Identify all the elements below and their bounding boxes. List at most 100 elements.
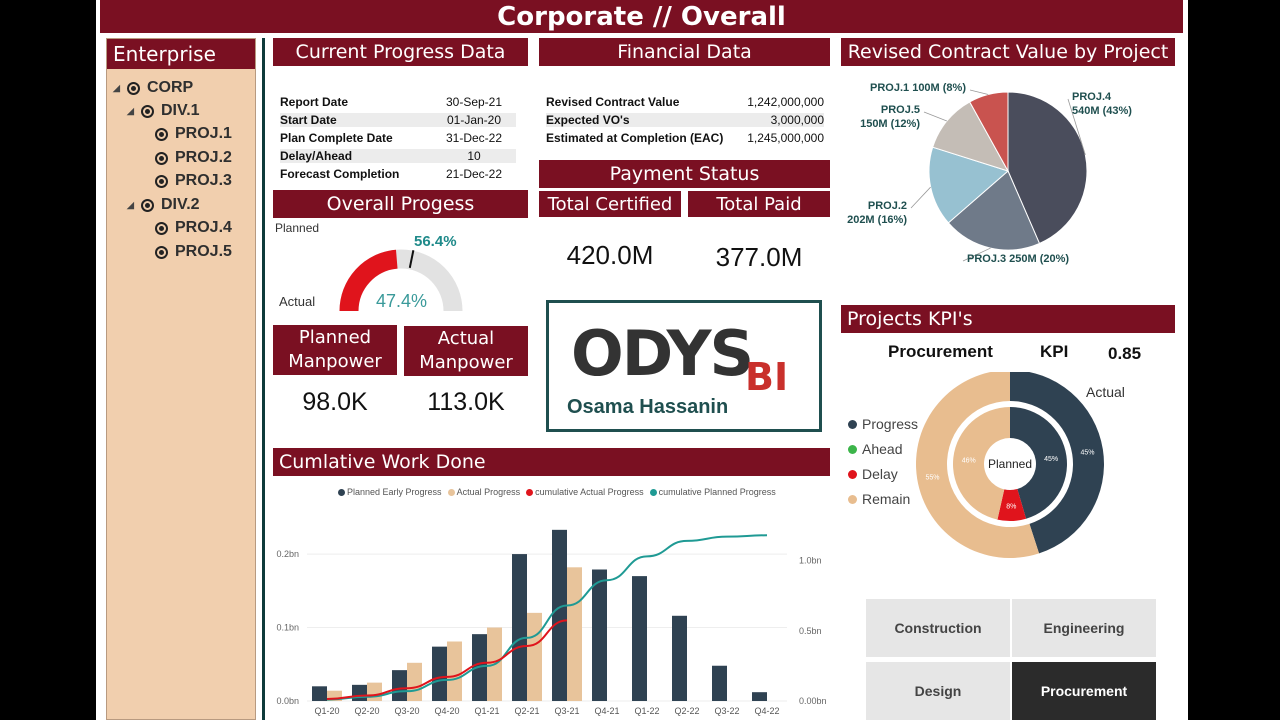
bar-planned-q2-21[interactable] [512,554,527,701]
kpi-label: KPI [1040,342,1069,361]
radio-icon [155,151,168,165]
tree-item-div2[interactable]: ◢ DIV.2 [127,196,200,213]
radio-icon [141,104,154,118]
tree-item-proj2[interactable]: PROJ.2 [155,149,232,167]
pie-slice-proj4[interactable] [1007,91,1088,245]
kpi-legend-ahead: Ahead [848,441,902,457]
legend-item: cumulative Planned Progress [649,487,776,497]
inner-progress-arc-label: 45% [1044,456,1058,463]
tree-header: Enterprise [107,39,255,69]
legend-dot [848,469,857,479]
table-row: Report Date 30-Sep-21 [280,95,503,109]
caret-down-icon[interactable]: ◢ [127,105,134,116]
divider [262,38,265,720]
tree-item-proj5[interactable]: PROJ.5 [155,243,232,261]
tree-item-proj4[interactable]: PROJ.4 [155,219,232,237]
pie-slice-proj1[interactable] [969,91,1009,173]
legend-dot [848,419,857,429]
contract-value-pie: PROJ.4 540M (43%) PROJ.3 250M (20%) PROJ.2 2… [847,82,1132,265]
payment-header: Payment Status [539,160,830,188]
page-title: Corporate // Overall [100,0,1183,33]
legend-item: Planned Early Progress [338,487,442,497]
radio-icon [155,174,168,188]
caret-down-icon[interactable]: ◢ [127,199,134,210]
pie-leader-line [923,111,947,122]
overall-progress-header: Overall Progess [273,190,528,218]
radio-icon [155,127,168,141]
kpi-donut: 45% 55% 45% 8% 46% Planned [916,372,1104,558]
x-tick-label: Q1-20 [314,706,339,716]
bar-planned-q3-21[interactable] [552,529,567,701]
financial-header: Financial Data [539,38,830,66]
pie-header: Revised Contract Value by Project [841,38,1175,66]
radio-icon [127,81,140,95]
financial-table: Revised Contract Value 1,242,000,000 Expe… [546,93,824,147]
line-cumulative-actual [326,619,568,701]
progress-data-header: Current Progress Data [273,38,528,66]
x-tick-label: Q4-22 [754,706,779,716]
x-tick-label: Q3-21 [554,706,579,716]
legend-item: cumulative Actual Progress [526,487,644,497]
bar-planned-q4-20[interactable] [432,646,447,701]
actual-manpower-value: 113.0K [427,388,505,416]
chart-legend: Planned Early Progress Actual Progress c… [338,487,776,497]
slicer-procurement[interactable]: Procurement [1012,662,1156,720]
bar-actual-q1-20[interactable] [327,690,342,701]
table-row: Expected VO's 3,000,000 [546,113,824,127]
left-tick-label: 0.0bn [276,696,299,706]
bar-planned-q3-20[interactable] [392,670,407,701]
inner-remain-arc-label: 46% [962,457,976,464]
bar-planned-q4-21[interactable] [592,569,607,701]
donut-center [985,439,1035,489]
bar-planned-q1-20[interactable] [312,686,327,701]
slicer-construction[interactable]: Construction [866,599,1010,657]
pie-label: PROJ.2 [868,200,907,212]
table-row: Forecast Completion 21-Dec-22 [280,167,503,181]
bar-actual-q4-20[interactable] [447,641,462,701]
bar-planned-q3-22[interactable] [712,665,727,701]
dashboard: Corporate // Overall Enterprise ◢ CORP ◢ D… [96,0,1188,720]
actual-value: 47.4% [376,291,428,311]
tree-item-div1[interactable]: ◢ DIV.1 [127,102,200,119]
radio-icon [155,221,168,235]
slicer-design[interactable]: Design [866,662,1010,720]
tree-item-corp[interactable]: ◢ CORP [113,79,194,96]
pie-label: PROJ.3 250M (20%) [967,253,1069,265]
radio-icon [155,245,168,259]
inner-delay-arc [997,488,1027,521]
right-tick-label: 0.5bn [799,626,822,636]
table-row: Start Date 01-Jan-20 [280,111,516,129]
caret-down-icon[interactable]: ◢ [113,82,120,93]
pie-label-detail: 540M (43%) [1072,105,1132,117]
left-tick-label: 0.2bn [276,549,299,559]
pie-label: PROJ.5 [881,104,920,116]
logo-suffix: BI [745,355,789,399]
bar-actual-q2-20[interactable] [367,682,382,701]
pie-label-detail: 150M (12%) [860,118,920,130]
bar-planned-q2-22[interactable] [672,615,687,701]
bar-actual-q2-21[interactable] [527,612,542,701]
chart-header: Cumlative Work Done [273,448,830,476]
planned-manpower-value: 98.0K [302,388,368,416]
bar-actual-q3-21[interactable] [567,567,582,701]
tree-item-proj1[interactable]: PROJ.1 [155,125,232,143]
pie-slice-proj2[interactable] [928,146,1010,224]
tree-item-proj3[interactable]: PROJ.3 [155,172,232,190]
slicer-engineering[interactable]: Engineering [1012,599,1156,657]
bar-planned-q2-20[interactable] [352,684,367,701]
bar-planned-q1-22[interactable] [632,576,647,701]
x-tick-label: Q3-20 [394,706,419,716]
gauge-planned-marker [408,250,415,269]
planned-manpower-header: Planned Manpower [273,325,397,375]
pie-leader-line [962,247,991,262]
x-tick-label: Q2-22 [674,706,699,716]
kpi-legend-remain: Remain [848,491,910,507]
bar-actual-q3-20[interactable] [407,662,422,701]
legend-dot [848,494,857,504]
bar-planned-q4-22[interactable] [752,692,767,701]
inner-progress-arc [1010,407,1067,519]
x-tick-label: Q1-22 [634,706,659,716]
outer-remain-arc [916,372,1040,558]
pie-slice-proj5[interactable] [932,101,1010,172]
total-paid-value: 377.0M [715,242,803,272]
